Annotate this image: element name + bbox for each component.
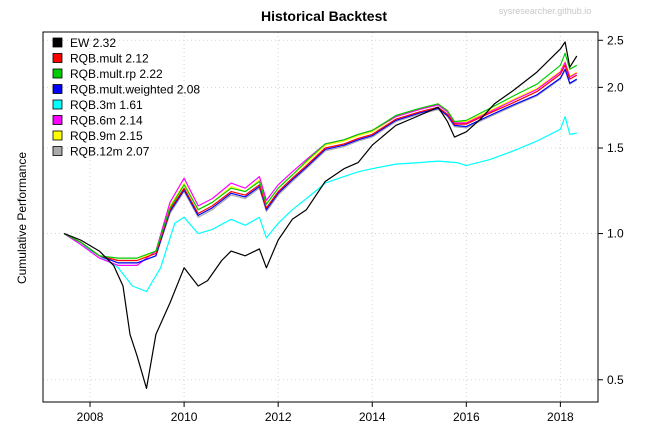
y-tick-label: 2.5 — [607, 33, 624, 47]
legend-entry-label: RQB.3m 1.61 — [70, 98, 143, 112]
series-line-4 — [63, 116, 577, 293]
legend-entry-label: RQB.12m 2.07 — [70, 145, 150, 159]
series-line-1 — [63, 64, 578, 262]
legend-entry-label: RQB.6m 2.14 — [70, 114, 143, 128]
legend-entry-label: RQB.mult.weighted 2.08 — [70, 83, 200, 97]
x-tick-label: 2008 — [77, 410, 104, 424]
legend-swatch — [52, 146, 63, 156]
x-tick-label: 2016 — [453, 410, 480, 424]
y-tick-label: 1.0 — [607, 227, 624, 241]
x-tick-label: 2018 — [547, 410, 574, 424]
plot-area-frame — [42, 31, 599, 403]
axes: 2008 2010 2012 2014 2016 2018 0.5 1.0 1.5 2.0 2.5 — [77, 33, 624, 424]
chart-watermark: sysresearcher.github.io — [499, 6, 592, 16]
x-tick-label: 2014 — [359, 410, 386, 424]
y-tick-label: 1.5 — [607, 141, 624, 155]
legend-entry-label: RQB.mult 2.12 — [70, 52, 149, 66]
grid-lines — [43, 32, 598, 402]
y-tick-label: 0.5 — [607, 373, 624, 387]
legend-swatch — [52, 84, 63, 94]
legend-entry-label: EW 2.32 — [70, 36, 116, 50]
series-lines — [63, 41, 578, 389]
legend-swatch — [52, 115, 63, 125]
legend-swatch — [52, 99, 63, 110]
series-line-2 — [63, 52, 578, 259]
x-tick-label: 2012 — [265, 410, 292, 424]
y-tick-label: 2.0 — [607, 80, 624, 94]
y-axis-label: Cumulative Performance — [15, 152, 29, 284]
chart-title: Historical Backtest — [261, 8, 387, 24]
legend-swatch — [52, 37, 63, 48]
series-line-0 — [63, 41, 578, 389]
legend-swatch — [52, 68, 63, 79]
legend-entry-label: RQB.9m 2.15 — [70, 129, 143, 143]
legend-swatch — [52, 53, 63, 63]
legend-swatch — [52, 130, 63, 141]
series-line-3 — [63, 68, 578, 264]
x-tick-label: 2010 — [171, 410, 198, 424]
legend-entry-label: RQB.mult.rp 2.22 — [70, 67, 163, 81]
